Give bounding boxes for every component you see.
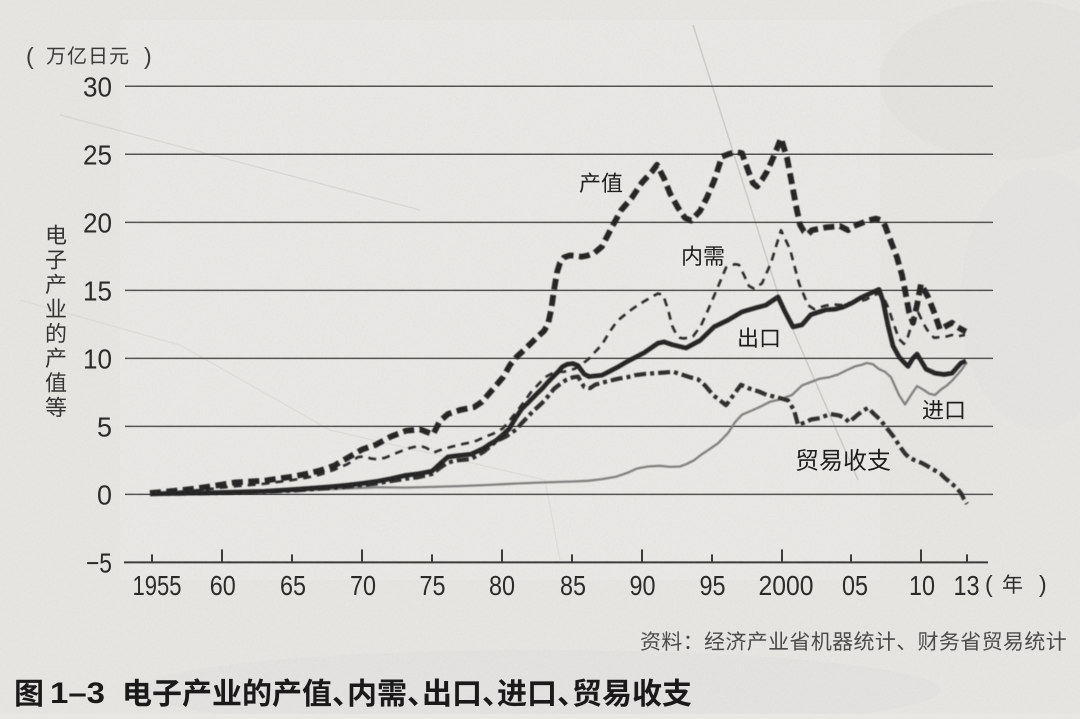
svg-text:10: 10 bbox=[909, 570, 935, 601]
svg-text:60: 60 bbox=[210, 570, 236, 601]
svg-text:13: 13 bbox=[954, 570, 980, 601]
svg-text:90: 90 bbox=[630, 570, 656, 601]
svg-text:15: 15 bbox=[83, 275, 112, 306]
svg-text:): ) bbox=[144, 43, 152, 69]
svg-text:1955: 1955 bbox=[133, 570, 182, 601]
svg-text:05: 05 bbox=[842, 570, 868, 601]
svg-text:80: 80 bbox=[489, 570, 515, 601]
svg-text:(: ( bbox=[985, 571, 993, 597]
svg-text:65: 65 bbox=[280, 570, 306, 601]
svg-text:95: 95 bbox=[700, 570, 726, 601]
svg-text:20: 20 bbox=[83, 207, 112, 238]
svg-text:30: 30 bbox=[83, 71, 112, 102]
svg-text:1–3: 1–3 bbox=[50, 677, 105, 710]
svg-text:85: 85 bbox=[560, 570, 586, 601]
svg-text:25: 25 bbox=[83, 139, 112, 170]
svg-text:10: 10 bbox=[83, 343, 112, 374]
svg-text:5: 5 bbox=[97, 411, 112, 442]
svg-text:(: ( bbox=[26, 43, 34, 69]
svg-text:70: 70 bbox=[350, 570, 376, 601]
svg-text:0: 0 bbox=[97, 479, 112, 510]
svg-text:75: 75 bbox=[420, 570, 446, 601]
svg-text:): ) bbox=[1039, 571, 1047, 597]
svg-text:−5: −5 bbox=[86, 547, 112, 578]
svg-text:2000: 2000 bbox=[759, 570, 814, 601]
